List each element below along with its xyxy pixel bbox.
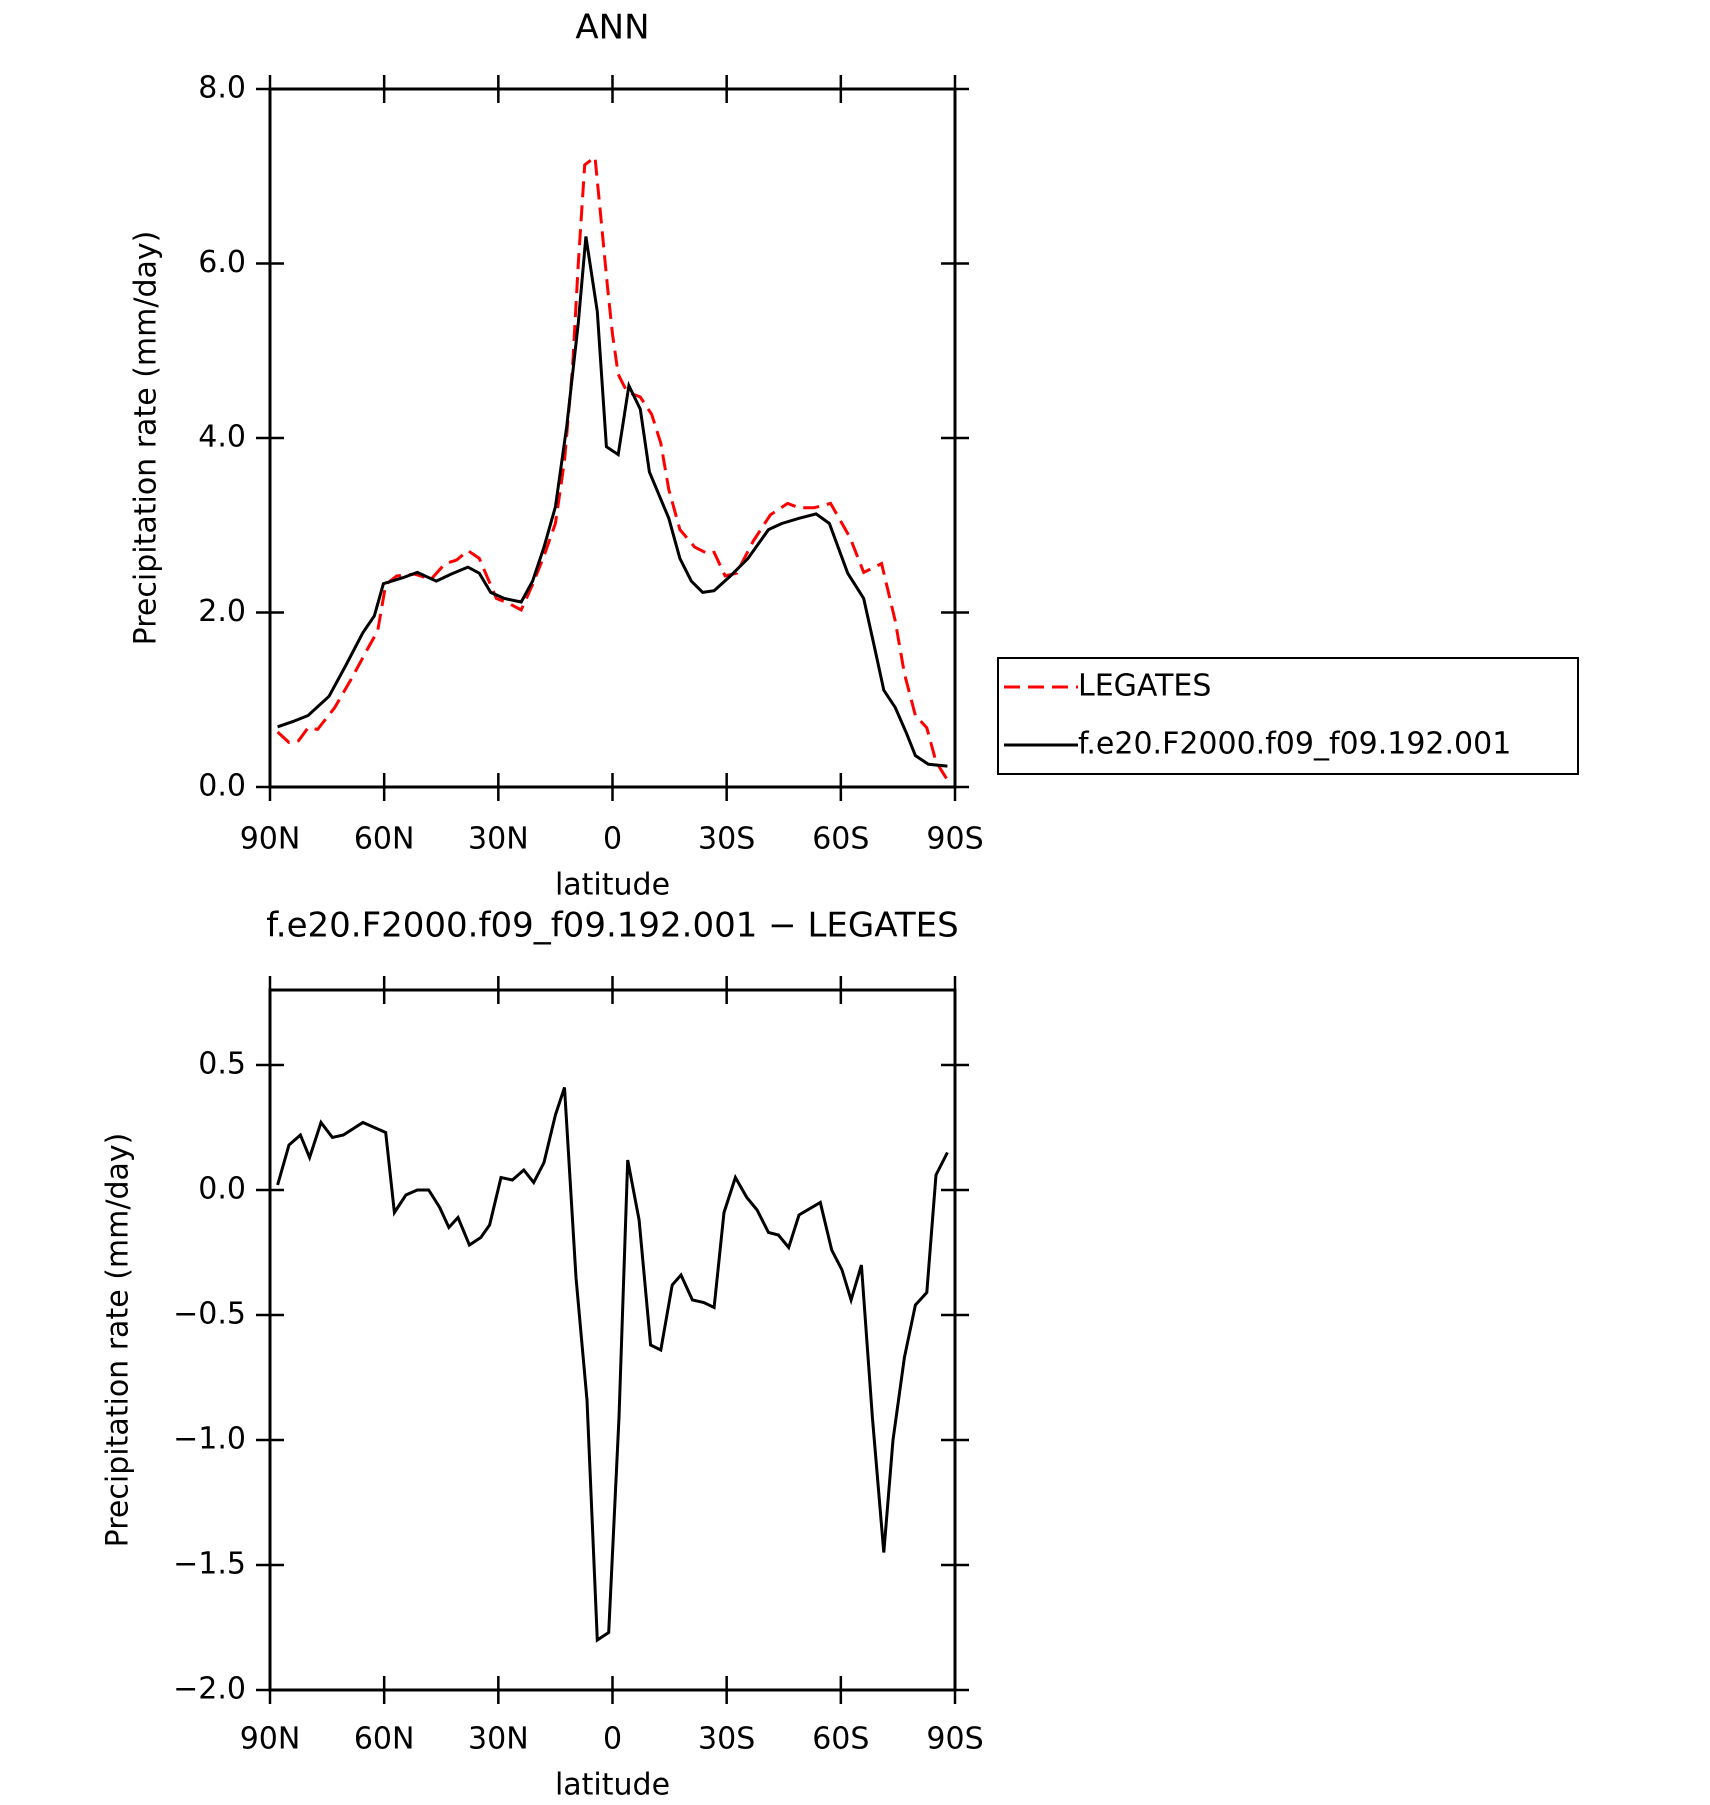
x-tick-label: 30N <box>468 1722 529 1757</box>
y-tick-label: −2.0 <box>173 1672 246 1707</box>
x-tick-label: 90N <box>240 822 301 857</box>
chart-title: ANN <box>575 8 649 48</box>
y-tick-label: 8.0 <box>198 71 246 106</box>
x-tick-label: 30S <box>698 822 755 857</box>
data-line <box>277 236 948 768</box>
y-tick-label: 0.0 <box>198 769 246 804</box>
y-tick-label: 0.0 <box>198 1172 246 1207</box>
y-axis-label: Precipitation rate (mm/day) <box>101 1133 136 1548</box>
y-tick-label: −1.5 <box>173 1547 246 1582</box>
x-axis-label: latitude <box>555 868 670 903</box>
x-tick-label: 60N <box>354 822 415 857</box>
x-axis-label: latitude <box>555 1768 670 1803</box>
y-tick-label: 2.0 <box>198 594 246 629</box>
x-tick-label: 60S <box>812 1722 869 1757</box>
y-tick-label: 4.0 <box>198 420 246 455</box>
data-line <box>276 1087 949 1643</box>
x-tick-label: 0 <box>603 1722 622 1757</box>
legend-label: LEGATES <box>1078 669 1211 704</box>
y-tick-label: 6.0 <box>198 245 246 280</box>
chart-title: f.e20.F2000.f09_f09.192.001 − LEGATES <box>266 906 958 946</box>
plot-frame <box>268 988 957 1692</box>
x-tick-label: 0 <box>603 822 622 857</box>
x-tick-label: 30S <box>698 1722 755 1757</box>
x-tick-label: 60N <box>354 1722 415 1757</box>
y-axis-label: Precipitation rate (mm/day) <box>129 231 164 646</box>
x-tick-label: 30N <box>468 822 529 857</box>
x-tick-label: 90S <box>926 822 983 857</box>
y-tick-label: −0.5 <box>173 1297 246 1332</box>
legend-box <box>997 657 1579 775</box>
y-tick-label: 0.5 <box>198 1047 246 1082</box>
legend-label: f.e20.F2000.f09_f09.192.001 <box>1078 727 1511 762</box>
x-tick-label: 90S <box>926 1722 983 1757</box>
data-line <box>276 154 949 781</box>
x-tick-label: 90N <box>240 1722 301 1757</box>
y-tick-label: −1.0 <box>173 1422 246 1457</box>
plot-frame <box>268 87 957 789</box>
x-tick-label: 60S <box>812 822 869 857</box>
